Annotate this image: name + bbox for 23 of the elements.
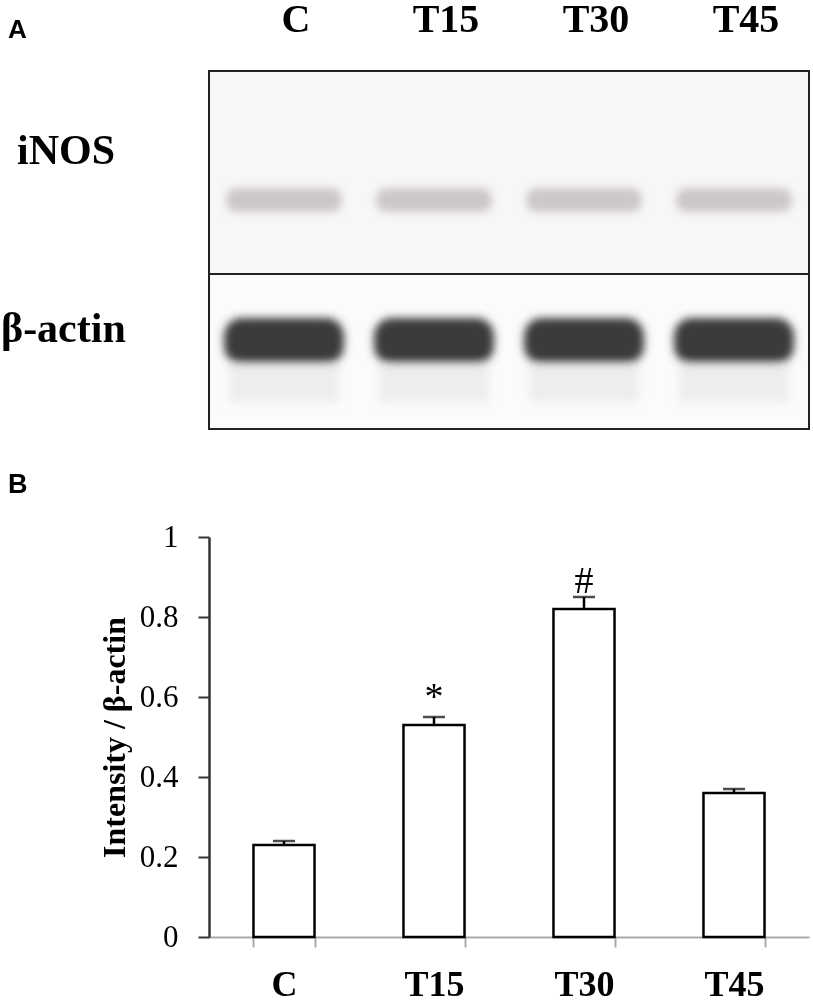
- text: A: [8, 14, 27, 44]
- chart-title: B: [8, 469, 28, 499]
- y-tick-label: 0.6: [139, 678, 179, 714]
- annotation: #: [574, 559, 594, 601]
- y-axis-title: Intensity / β-actin: [95, 616, 132, 858]
- bar: [252, 843, 316, 939]
- bar: [702, 791, 766, 939]
- x-tick-label: T15: [404, 963, 465, 1003]
- text: β-actin: [1, 305, 126, 351]
- x-tick-label: T45: [704, 963, 765, 1003]
- y-tick-label: 0.2: [139, 838, 179, 874]
- x-tick-label: C: [271, 963, 298, 1003]
- category-label: T45: [712, 0, 780, 41]
- y-tick-label: 0.4: [139, 758, 179, 794]
- category-label: T30: [562, 0, 630, 41]
- category-label: C: [281, 0, 311, 41]
- y-tick-label: 0.8: [139, 598, 179, 634]
- y-tick-label: 0: [163, 918, 179, 954]
- category-label: T15: [412, 0, 480, 41]
- y-tick-label: 1: [163, 518, 179, 554]
- annotation: *: [424, 675, 444, 717]
- x-tick-label: T30: [554, 963, 615, 1003]
- text: iNOS: [17, 127, 116, 173]
